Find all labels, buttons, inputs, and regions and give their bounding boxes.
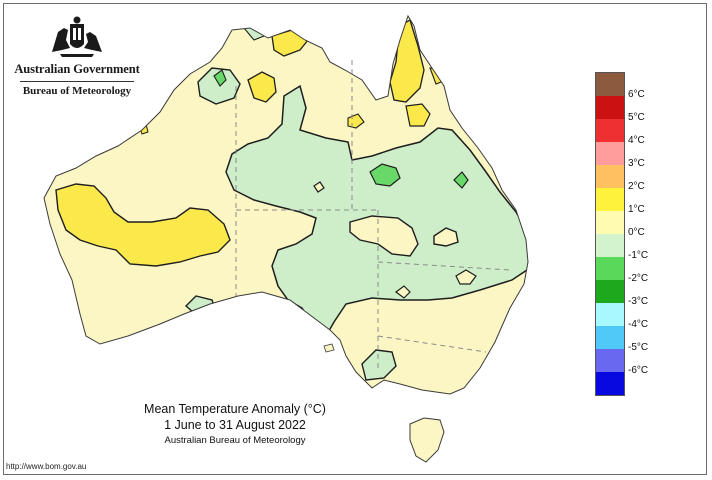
warm-anomaly-region-gulf [405, 103, 431, 127]
header-divider [20, 81, 134, 82]
state-borders [235, 60, 511, 372]
legend-swatch [596, 165, 624, 188]
government-name: Australian Government [14, 62, 140, 76]
cold-core-top-end [213, 69, 227, 87]
warm-pocket-east [433, 227, 459, 247]
map-source: Australian Bureau of Meteorology [164, 435, 306, 446]
legend-tick-label: 6°C [628, 89, 645, 100]
map-title: Mean Temperature Anomaly (°C) [144, 402, 326, 416]
cold-core-qld-east [453, 171, 469, 189]
warm-dot-nt [313, 181, 325, 193]
legend-tick-label: -4°C [628, 319, 649, 330]
warm-pocket-sw-qld [455, 269, 477, 285]
government-header: Australian Government Bureau of Meteorol… [14, 14, 140, 97]
legend-swatch [596, 96, 624, 119]
legend-tick-label: 4°C [628, 135, 645, 146]
tasmania [409, 417, 445, 463]
legend-tick-label: -5°C [628, 342, 649, 353]
legend-color-bar [595, 72, 625, 396]
cool-anomaly-region-top-end [197, 67, 241, 105]
legend-tick-label: 1°C [628, 204, 645, 215]
coat-of-arms-icon [52, 16, 102, 57]
legend-tick-label: -1°C [628, 250, 649, 261]
legend-tick-label: -6°C [628, 365, 649, 376]
legend-swatch [596, 234, 624, 257]
warm-pocket-qld [349, 215, 419, 257]
kangaroo-island [323, 343, 335, 353]
legend-swatch [596, 211, 624, 234]
map-period: 1 June to 31 August 2022 [164, 418, 306, 432]
bureau-name: Bureau of Meteorology [22, 85, 132, 97]
map-caption: Mean Temperature Anomaly (°C) 1 June to … [110, 402, 360, 446]
legend-tick-label: 3°C [628, 158, 645, 169]
legend-swatch [596, 349, 624, 372]
warm-anomaly-region-kimberley [247, 71, 277, 103]
coastline [43, 14, 529, 395]
legend-swatch [596, 372, 624, 395]
website-link[interactable]: http://www.bom.gov.au [6, 462, 87, 471]
legend-swatch [596, 188, 624, 211]
legend-tick-label: -2°C [628, 273, 649, 284]
legend-swatch [596, 142, 624, 165]
legend-tick-label: 5°C [628, 112, 645, 123]
legend-swatch [596, 326, 624, 349]
legend-swatch [596, 280, 624, 303]
warm-pocket-nsw [395, 285, 411, 299]
legend-swatch [596, 119, 624, 142]
legend-tick-label: -3°C [628, 296, 649, 307]
cool-anomaly-region-victoria [361, 349, 397, 381]
cold-core-qld [369, 163, 401, 187]
legend-swatch [596, 257, 624, 280]
legend-swatch [596, 303, 624, 326]
legend-swatch [596, 73, 624, 96]
legend-tick-label: 2°C [628, 181, 645, 192]
legend-tick-label: 0°C [628, 227, 645, 238]
warm-anomaly-region-western-australia [55, 183, 231, 267]
